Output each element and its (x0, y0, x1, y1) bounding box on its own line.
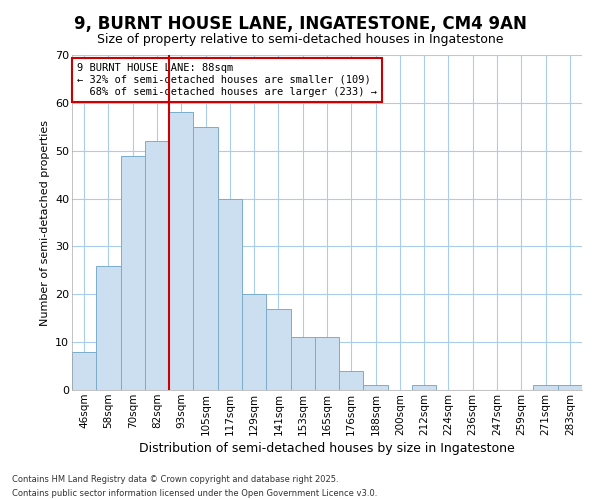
Bar (533, 385, 558, 390)
Bar (193, 127, 218, 390)
Bar (169, 112, 193, 390)
Text: 9, BURNT HOUSE LANE, INGATESTONE, CM4 9AN: 9, BURNT HOUSE LANE, INGATESTONE, CM4 9A… (74, 15, 526, 33)
Bar (339, 371, 364, 390)
X-axis label: Distribution of semi-detached houses by size in Ingatestone: Distribution of semi-detached houses by … (139, 442, 515, 455)
Text: Size of property relative to semi-detached houses in Ingatestone: Size of property relative to semi-detach… (97, 32, 503, 46)
Bar (558, 385, 582, 390)
Bar (121, 156, 145, 390)
Bar (364, 385, 388, 390)
Bar (242, 294, 266, 390)
Y-axis label: Number of semi-detached properties: Number of semi-detached properties (40, 120, 50, 326)
Bar (412, 385, 436, 390)
Bar (218, 198, 242, 390)
Bar (315, 338, 339, 390)
Bar (72, 352, 96, 390)
Bar (266, 308, 290, 390)
Text: 9 BURNT HOUSE LANE: 88sqm
← 32% of semi-detached houses are smaller (109)
  68% : 9 BURNT HOUSE LANE: 88sqm ← 32% of semi-… (77, 64, 377, 96)
Bar (96, 266, 121, 390)
Bar (290, 338, 315, 390)
Text: Contains HM Land Registry data © Crown copyright and database right 2025.
Contai: Contains HM Land Registry data © Crown c… (12, 476, 377, 498)
Bar (145, 141, 169, 390)
